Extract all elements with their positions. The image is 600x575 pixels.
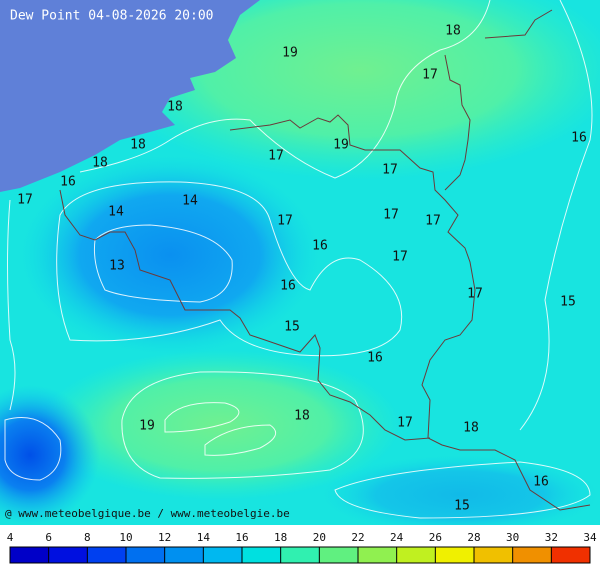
- colorbar-tick-label: 18: [274, 531, 287, 544]
- contour-label: 19: [333, 138, 349, 153]
- contour-label: 17: [17, 193, 33, 208]
- contour-label: 14: [108, 205, 124, 220]
- contour-label: 16: [571, 131, 587, 146]
- contour-label: 15: [284, 320, 300, 335]
- colorbar-tick-label: 32: [545, 531, 558, 544]
- contour-label: 18: [463, 421, 479, 436]
- colorbar-tick-label: 16: [235, 531, 248, 544]
- credit: @ www.meteobelgique.be / www.meteobelgie…: [5, 507, 290, 520]
- contour-label: 16: [533, 475, 549, 490]
- contour-label: 18: [294, 409, 310, 424]
- contour-label: 16: [312, 239, 328, 254]
- colorbar-segment: [126, 547, 165, 563]
- contour-label: 17: [467, 287, 483, 302]
- colorbar-frame: [9, 546, 591, 564]
- contour-label: 16: [280, 279, 296, 294]
- colorbar-segment: [358, 547, 397, 563]
- colorbar-tick-label: 30: [506, 531, 519, 544]
- colorbar-tick-label: 26: [429, 531, 442, 544]
- title: Dew Point 04-08-2026 20:00: [10, 9, 214, 24]
- colorbar-segment: [10, 547, 49, 563]
- colorbar-segment: [512, 547, 552, 563]
- colorbar: 4 6 8 10 12 14 16 18 20 22 24 26 28 30 32 34: [7, 531, 597, 564]
- colorbar-segment: [164, 547, 204, 563]
- contour-label: 17: [383, 208, 399, 223]
- contour-label: 18: [92, 156, 108, 171]
- colorbar-segment: [280, 547, 320, 563]
- colorbar-tick-label: 8: [84, 531, 91, 544]
- colorbar-tick-label: 22: [351, 531, 364, 544]
- contour-label: 17: [397, 416, 413, 431]
- colorbar-tick-label: 28: [467, 531, 480, 544]
- sea: [0, 0, 260, 192]
- contour-labels: 19 18 17 18 18 18 17 19 17 16 16 17 14 14 17 17 17 16 17 13…: [17, 24, 587, 514]
- contour-label: 18: [445, 24, 461, 39]
- colorbar-segment: [435, 547, 474, 563]
- colorbar-tick-label: 14: [197, 531, 211, 544]
- colorbar-tick-label: 6: [45, 531, 52, 544]
- contour-label: 17: [268, 149, 284, 164]
- colorbar-segment: [203, 547, 242, 563]
- colorbar-tick-label: 10: [119, 531, 132, 544]
- contour-label: 19: [282, 46, 298, 61]
- contour-label: 15: [454, 499, 470, 514]
- colorbar-segment: [474, 547, 513, 563]
- contour-label: 17: [392, 250, 408, 265]
- colorbar-segment: [551, 547, 590, 563]
- contour-label: 16: [367, 351, 383, 366]
- colorbar-segment: [396, 547, 436, 563]
- contour-label: 19: [139, 419, 155, 434]
- contour-label: 17: [425, 214, 441, 229]
- colorbar-tick-label: 4: [7, 531, 14, 544]
- contour-label: 18: [130, 138, 146, 153]
- colorbar-tick-label: 20: [313, 531, 326, 544]
- borders: [59, 9, 591, 511]
- contours: [4, 0, 593, 519]
- colorbar-segment: [48, 547, 88, 563]
- contour-label: 17: [422, 68, 438, 83]
- colorbar-tick-label: 34: [583, 531, 597, 544]
- contour-label: 17: [382, 163, 398, 178]
- contour-label: 18: [167, 100, 183, 115]
- colorbar-tick-label: 12: [158, 531, 171, 544]
- contour-label: 14: [182, 194, 198, 209]
- colorbar-segment: [319, 547, 358, 563]
- colorbar-segment: [87, 547, 126, 563]
- contour-label: 16: [60, 175, 76, 190]
- contour-label: 13: [109, 259, 125, 274]
- contour-label: 17: [277, 214, 293, 229]
- colorbar-segment: [242, 547, 281, 563]
- colorbar-tick-label: 24: [390, 531, 404, 544]
- contour-label: 15: [560, 295, 576, 310]
